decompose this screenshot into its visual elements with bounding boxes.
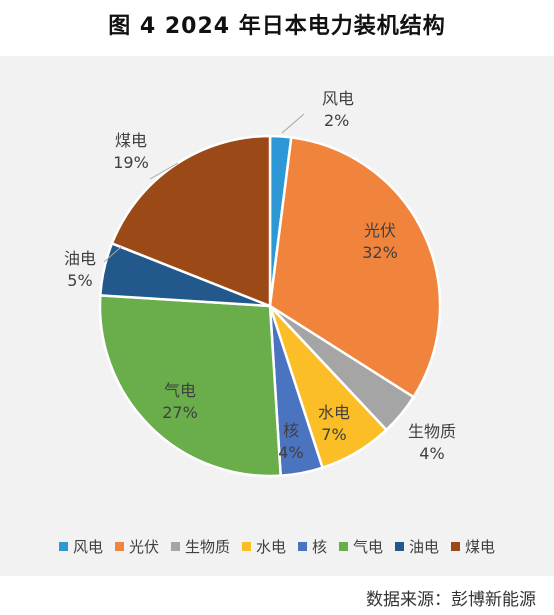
- legend-item: 光伏: [114, 536, 159, 557]
- legend-item: 油电: [395, 536, 439, 557]
- legend-item: 气电: [339, 536, 383, 557]
- legend-swatch: [451, 542, 461, 551]
- slice-label-name: 核: [283, 421, 299, 440]
- legend-label: 油电: [409, 538, 440, 556]
- slice-label-value: 27%: [162, 403, 198, 422]
- legend-swatch: [58, 542, 68, 551]
- leader-line-2: [103, 246, 122, 263]
- legend-label: 气电: [353, 538, 384, 556]
- chart-legend: 风电 光伏 生物质 水电 核 气电 油电 煤电: [0, 536, 554, 557]
- slice-label-name: 气电: [164, 381, 196, 400]
- legend-label: 风电: [72, 538, 103, 556]
- pie-slice-6: [98, 294, 282, 478]
- slice-label-value: 7%: [321, 425, 346, 444]
- slice-label-name: 生物质: [408, 422, 456, 441]
- legend-item: 风电: [58, 536, 103, 557]
- legend-swatch: [298, 542, 307, 551]
- slice-label-value: 4%: [278, 443, 303, 462]
- leader-line-3: [149, 162, 179, 180]
- legend-item: 水电: [241, 536, 286, 557]
- legend-item: 核: [298, 536, 327, 557]
- slice-label-name: 光伏: [364, 221, 396, 240]
- slice-label-value: 19%: [113, 153, 149, 172]
- slice-label-value: 2%: [324, 111, 349, 130]
- legend-label: 光伏: [128, 538, 159, 556]
- slice-label-name: 风电: [322, 89, 354, 108]
- data-source: 数据来源：彭博新能源: [366, 590, 536, 610]
- leader-line-1: [281, 113, 305, 134]
- slice-label-name: 水电: [318, 403, 350, 422]
- legend-swatch: [114, 542, 124, 551]
- slice-label-name: 油电: [64, 249, 96, 268]
- slice-label-name: 煤电: [115, 131, 147, 150]
- chart-title: 图 4 2024 年日本电力装机结构: [108, 14, 446, 39]
- legend-swatch: [241, 542, 251, 551]
- legend-label: 水电: [255, 538, 286, 556]
- legend-item: 煤电: [451, 536, 495, 557]
- legend-swatch: [395, 542, 405, 551]
- slice-label-value: 5%: [67, 271, 92, 290]
- slice-label-value: 32%: [362, 243, 398, 262]
- legend-label: 核: [312, 538, 328, 556]
- legend-item: 生物质: [170, 536, 230, 557]
- legend-swatch: [339, 542, 349, 551]
- legend-swatch: [170, 542, 180, 551]
- legend-label: 煤电: [465, 538, 496, 556]
- slice-label-value: 4%: [419, 444, 444, 463]
- legend-label: 生物质: [184, 538, 230, 556]
